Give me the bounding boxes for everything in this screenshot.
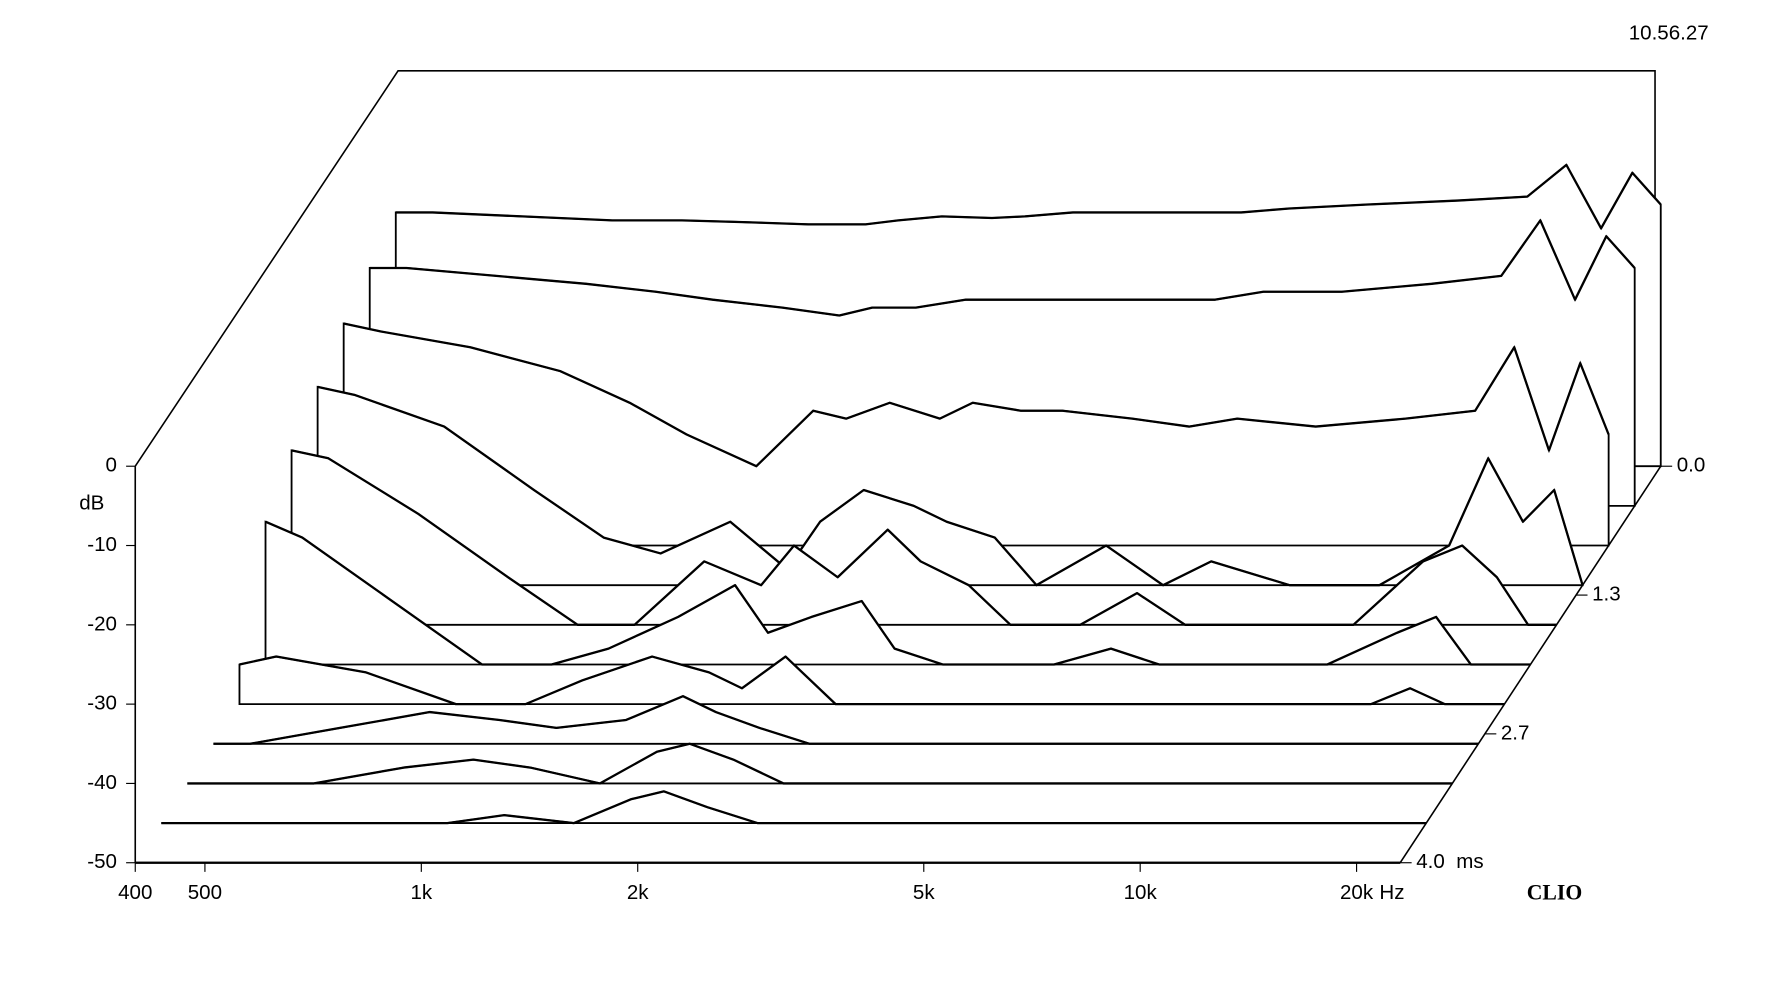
slice-line (213, 695, 1479, 745)
z-tick-label: 4.0 (1416, 850, 1445, 873)
slice-line (291, 449, 1557, 626)
slice-fill (187, 742, 1453, 785)
z-tick-label: 0.0 (1677, 454, 1706, 477)
y-tick-label: -30 (87, 692, 117, 715)
slices (135, 163, 1662, 864)
x-tick-label: 400 (118, 881, 152, 904)
y-tick-label: -20 (87, 612, 117, 635)
z-tick-label: 1.3 (1592, 583, 1621, 606)
slice-fill (161, 790, 1427, 825)
x-tick-label: 5k (913, 881, 935, 904)
z-unit: ms (1456, 850, 1483, 873)
slice-line (369, 219, 1636, 317)
x-tick-label: 1k (410, 881, 432, 904)
x-tick-label: 10k (1124, 881, 1158, 904)
slice-line (187, 742, 1453, 785)
z-tick-label: 2.7 (1501, 721, 1530, 744)
y-axis-label: dB (79, 491, 104, 514)
slice-line (239, 655, 1505, 706)
brand: CLIO (1527, 881, 1582, 905)
z-axis (1399, 465, 1662, 864)
y-tick-label: 0 (106, 454, 117, 477)
x-tick-label: 500 (188, 881, 222, 904)
slice-line (161, 790, 1427, 825)
x-tick-label: 2k (627, 881, 649, 904)
y-tick-label: -40 (87, 771, 117, 794)
slice-line (395, 163, 1662, 230)
slice-line (265, 520, 1531, 666)
x-unit: Hz (1379, 881, 1404, 904)
slice-line (343, 322, 1610, 468)
timestamp: 10.56.27 (1629, 22, 1709, 45)
slice-line (317, 385, 1584, 587)
x-tick-label: 20k (1340, 881, 1374, 904)
y-tick-label: -10 (87, 533, 117, 556)
y-tick-label: -50 (87, 850, 117, 873)
